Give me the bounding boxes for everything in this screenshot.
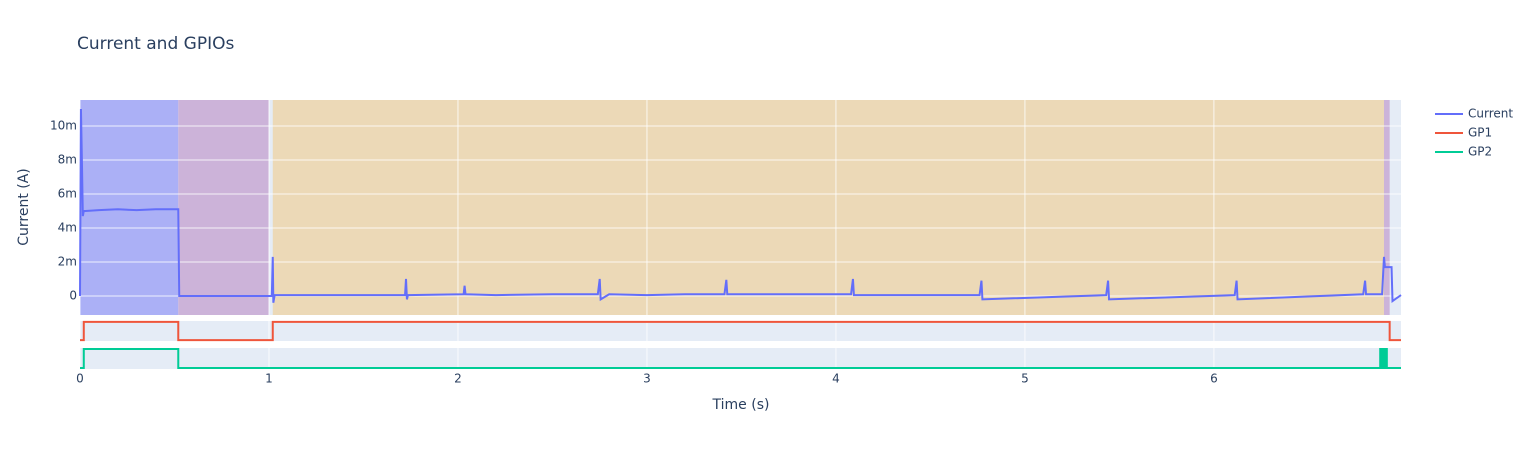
chart-title: Current and GPIOs <box>77 34 234 54</box>
x-tick-label: 4 <box>832 372 840 386</box>
x-tick-label: 1 <box>265 372 273 386</box>
y-tick-label: 8m <box>58 152 77 166</box>
x-tick-label: 6 <box>1210 372 1218 386</box>
y-axis-label: Current (A) <box>16 168 32 246</box>
region <box>178 100 269 315</box>
x-tick-label: 5 <box>1021 372 1029 386</box>
region <box>1383 100 1390 315</box>
x-tick-label: 0 <box>76 372 84 386</box>
series-line <box>80 320 1401 342</box>
region <box>272 100 1384 315</box>
y-tick-label: 10m <box>50 119 77 133</box>
region <box>80 100 179 315</box>
x-tick-label: 3 <box>643 372 651 386</box>
series-line <box>80 347 1401 370</box>
legend-label: Current <box>1468 107 1513 121</box>
plot-background <box>80 321 1401 341</box>
series-line <box>79 108 1402 303</box>
plot-background <box>80 348 1401 369</box>
legend-label: GP2 <box>1468 145 1492 159</box>
x-tick-label: 2 <box>454 372 462 386</box>
legend-label: GP1 <box>1468 126 1492 140</box>
y-tick-label: 6m <box>58 186 77 200</box>
y-tick-label: 0 <box>69 288 77 302</box>
y-tick-label: 2m <box>58 254 77 268</box>
x-axis-label: Time (s) <box>712 397 770 413</box>
y-tick-label: 4m <box>58 220 77 234</box>
